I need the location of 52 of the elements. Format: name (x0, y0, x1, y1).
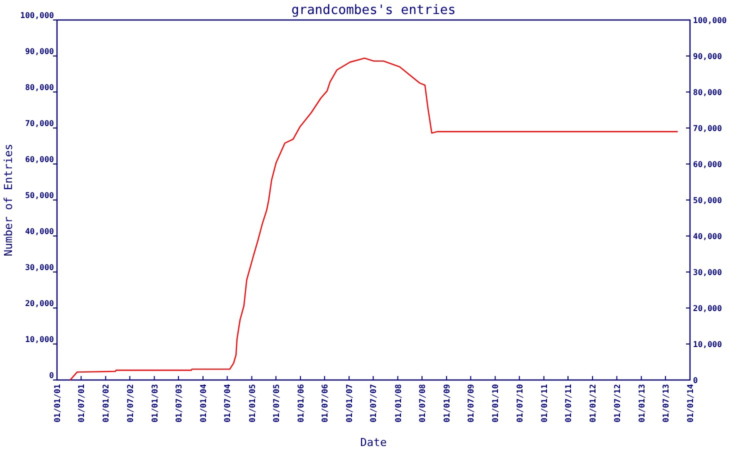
x-tick-label: 01/01/13 (637, 384, 646, 423)
x-tick-label: 01/07/06 (320, 384, 330, 423)
y-tick-label: 70,000 (25, 119, 54, 128)
y2-tick-label: 50,000 (693, 196, 722, 205)
y-tick-label: 20,000 (25, 299, 54, 308)
x-tick-label: 01/01/07 (345, 384, 354, 423)
x-tick-label: 01/07/02 (126, 384, 135, 423)
x-tick-label: 01/01/01 (53, 384, 62, 423)
y2-tick-label: 10,000 (693, 340, 722, 349)
y-tick-label: 100,000 (20, 11, 54, 20)
x-tick-label: 01/01/03 (150, 384, 160, 423)
x-tick-label: 01/07/01 (77, 384, 86, 423)
x-tick-label: 01/07/03 (174, 384, 184, 423)
x-tick-label: 01/07/12 (612, 384, 622, 423)
x-tick-label: 01/01/09 (442, 384, 452, 423)
x-tick-label: 01/07/11 (564, 384, 574, 423)
y2-tick-label: 40,000 (693, 232, 722, 241)
y-tick-label: 60,000 (25, 155, 54, 164)
y2-tick-label: 90,000 (693, 52, 722, 61)
x-tick-label: 01/07/13 (661, 384, 670, 423)
y-tick-label: 30,000 (25, 263, 54, 272)
y-tick-label: 40,000 (25, 227, 54, 236)
x-tick-label: 01/01/14 (686, 384, 695, 423)
x-tick-label: 01/01/11 (540, 384, 549, 423)
x-tick-label: 01/07/09 (466, 384, 476, 423)
y-tick-label: 90,000 (25, 47, 54, 56)
y2-tick-label: 20,000 (693, 304, 722, 313)
x-tick-label: 01/01/10 (491, 384, 500, 423)
y2-tick-label: 30,000 (693, 268, 722, 277)
x-tick-label: 01/07/04 (223, 384, 232, 423)
x-tick-label: 01/01/04 (198, 384, 208, 423)
x-tick-label: 01/01/08 (394, 384, 403, 423)
x-tick-label: 01/07/07 (369, 384, 378, 423)
x-tick-label: 01/07/05 (272, 384, 281, 423)
y2-tick-label: 70,000 (693, 124, 722, 133)
y2-tick-label: 0 (693, 376, 698, 385)
y-tick-label: 50,000 (25, 191, 54, 200)
x-axis-title: Date (360, 436, 387, 449)
x-tick-label: 01/01/06 (296, 384, 306, 423)
y2-tick-label: 60,000 (693, 160, 722, 169)
y2-tick-label: 100,000 (693, 16, 727, 25)
y2-tick-label: 80,000 (693, 88, 722, 97)
y-tick-label: 10,000 (25, 335, 54, 344)
y-tick-label: 0 (49, 371, 54, 380)
y-tick-label: 80,000 (25, 83, 54, 92)
x-tick-label: 01/07/10 (515, 384, 524, 423)
x-tick-label: 01/07/08 (418, 384, 428, 423)
y-axis-title: Number of Entries (2, 144, 15, 256)
chart-title: grandcombes's entries (291, 3, 456, 18)
x-tick-label: 01/01/05 (248, 384, 257, 423)
x-tick-label: 01/01/12 (588, 384, 598, 423)
x-tick-label: 01/01/02 (102, 384, 111, 423)
